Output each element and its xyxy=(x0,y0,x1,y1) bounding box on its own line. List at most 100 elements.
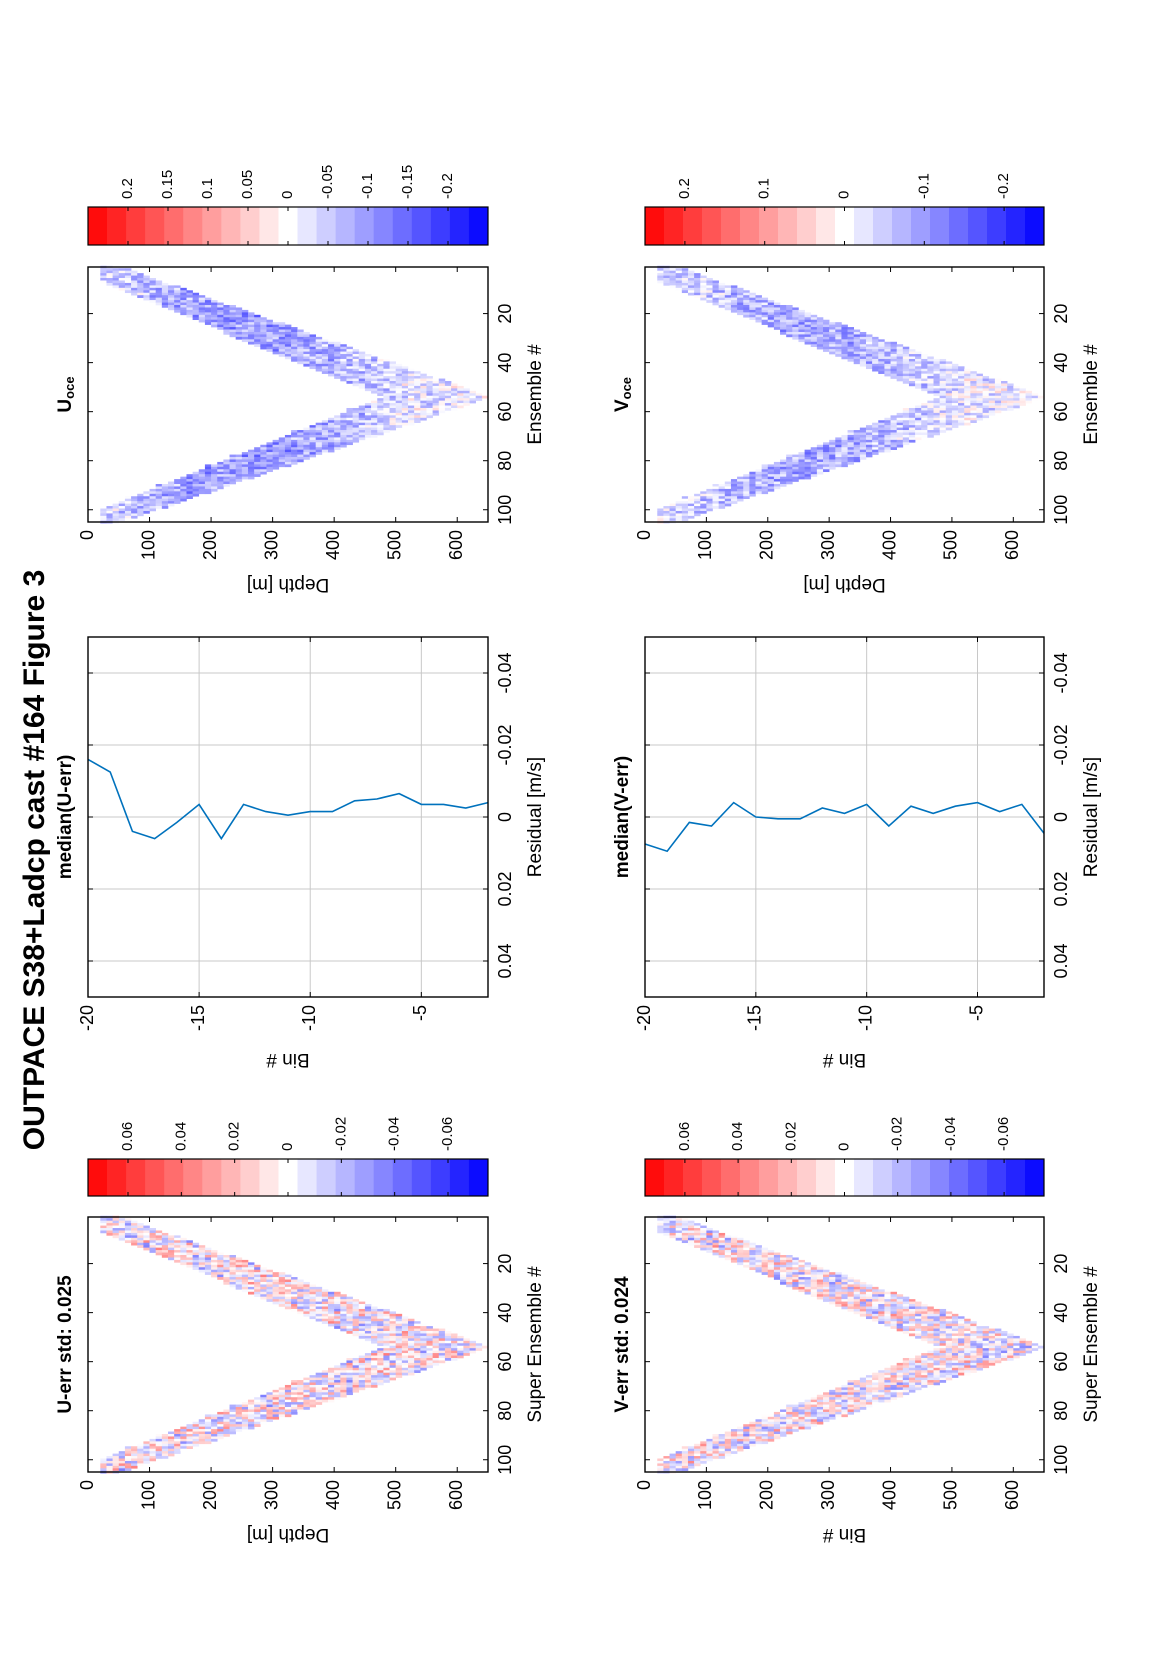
heatmap-cell xyxy=(988,1360,996,1364)
heatmap-cell xyxy=(217,1262,224,1266)
heatmap-cell xyxy=(730,1237,738,1241)
heatmap-cell xyxy=(315,1380,323,1383)
heatmap-cell xyxy=(420,1335,427,1339)
heatmap-cell xyxy=(217,327,224,330)
heatmap-cell xyxy=(743,1431,750,1435)
heatmap-cell xyxy=(859,1299,867,1302)
heatmap-cell xyxy=(371,1365,378,1369)
heatmap-cell xyxy=(878,354,885,357)
heatmap-cell xyxy=(945,1370,953,1373)
heatmap-cell xyxy=(303,356,310,360)
heatmap-cell xyxy=(377,1348,384,1351)
heatmap-cell xyxy=(847,1389,855,1393)
heatmap-cell xyxy=(328,361,335,365)
heatmap-cell xyxy=(377,1365,384,1369)
heatmap-cell xyxy=(810,1402,818,1405)
heatmap-cell xyxy=(451,1353,458,1356)
heatmap-cell xyxy=(657,1228,664,1231)
heatmap-cell xyxy=(174,1436,181,1440)
heatmap-cell xyxy=(241,1277,249,1280)
heatmap-cell xyxy=(358,1360,366,1364)
heatmap-cell xyxy=(198,1421,206,1425)
heatmap-cell xyxy=(675,1460,683,1464)
heatmap-cell xyxy=(303,341,310,345)
heatmap-cell xyxy=(414,1370,421,1373)
heatmap-cell xyxy=(297,1392,304,1396)
heatmap-cell xyxy=(927,1372,934,1376)
heatmap-cell xyxy=(939,1377,947,1381)
heatmap-cell xyxy=(730,1443,738,1447)
heatmap-cell xyxy=(902,1304,910,1307)
heatmap-cell xyxy=(377,1340,384,1344)
heatmap-cell xyxy=(823,341,830,345)
heatmap-cell xyxy=(767,322,775,325)
heatmap-cell xyxy=(248,1416,255,1420)
heatmap-cell xyxy=(223,1414,230,1418)
heatmap-cell xyxy=(284,1411,292,1415)
heatmap-cell xyxy=(865,1291,873,1295)
heatmap-cell xyxy=(161,503,169,507)
heatmap-cell xyxy=(137,1240,144,1244)
heatmap-cell xyxy=(945,1328,953,1332)
heatmap-cell xyxy=(915,1355,922,1359)
heatmap-cell xyxy=(804,1281,812,1285)
heatmap-cell xyxy=(198,295,206,298)
heatmap-cell xyxy=(773,1259,781,1263)
heatmap-cell xyxy=(118,1451,126,1454)
heatmap-cell xyxy=(272,336,280,340)
heatmap-cell xyxy=(278,324,286,328)
heatmap-cell xyxy=(865,1394,873,1398)
heatmap-cell xyxy=(371,1333,378,1337)
heatmap-cell xyxy=(235,1426,243,1430)
heatmap-cell xyxy=(395,1353,403,1356)
heatmap-cell xyxy=(878,341,885,345)
heatmap-cell xyxy=(730,1245,738,1248)
heatmap-cell xyxy=(223,1409,230,1413)
heatmap-cell xyxy=(457,390,464,394)
heatmap-cell xyxy=(921,363,928,367)
heatmap-cell xyxy=(841,341,848,345)
heatmap-cell xyxy=(804,1262,812,1266)
heatmap-cell xyxy=(278,1304,286,1307)
colorbar-swatch xyxy=(221,1159,241,1196)
heatmap-cell xyxy=(401,1343,409,1347)
heatmap-cell xyxy=(143,508,150,512)
heatmap-cell xyxy=(958,376,965,379)
heatmap-cell xyxy=(792,1274,799,1278)
heatmap-cell xyxy=(377,398,384,401)
heatmap-cell xyxy=(334,349,341,352)
heatmap-cell xyxy=(786,307,793,311)
colorbar-swatch xyxy=(816,1159,836,1196)
heatmap-cell xyxy=(730,1247,738,1251)
heatmap-cell xyxy=(927,363,934,367)
heatmap-cell xyxy=(371,385,378,389)
heatmap-cell xyxy=(352,378,360,382)
heatmap-cell xyxy=(278,459,286,463)
heatmap-cell xyxy=(352,1299,360,1302)
heatmap-cell xyxy=(204,464,212,468)
heatmap-cell xyxy=(669,282,676,286)
colorbar-swatch xyxy=(259,1159,279,1196)
heatmap-cell xyxy=(303,1392,310,1396)
heatmap-cell xyxy=(334,430,341,433)
heatmap-cell xyxy=(223,1419,230,1423)
heatmap-cell xyxy=(254,1419,261,1423)
heatmap-cell xyxy=(334,1323,341,1327)
heatmap-cell xyxy=(198,297,206,301)
heatmap-cell xyxy=(964,1340,971,1344)
heatmap-cell xyxy=(358,1384,366,1388)
colorbar: 0.06 0.04 0.02 0 -0.02 -0.04 -0.06 xyxy=(87,1117,489,1197)
heatmap-cell xyxy=(847,1392,855,1396)
heatmap-cell xyxy=(675,1451,683,1454)
heatmap-cell xyxy=(773,317,781,321)
heatmap-cell xyxy=(377,1375,384,1378)
heatmap-cell xyxy=(675,280,683,284)
heatmap-cell xyxy=(847,1407,855,1410)
heatmap-cell xyxy=(841,1277,848,1280)
heatmap-cell xyxy=(432,1343,440,1347)
heatmap-cell xyxy=(902,1318,910,1322)
heatmap-cell xyxy=(933,363,940,367)
heatmap-cell xyxy=(994,1328,1002,1332)
heatmap-cell xyxy=(792,324,799,328)
heatmap-cell xyxy=(364,1365,372,1369)
